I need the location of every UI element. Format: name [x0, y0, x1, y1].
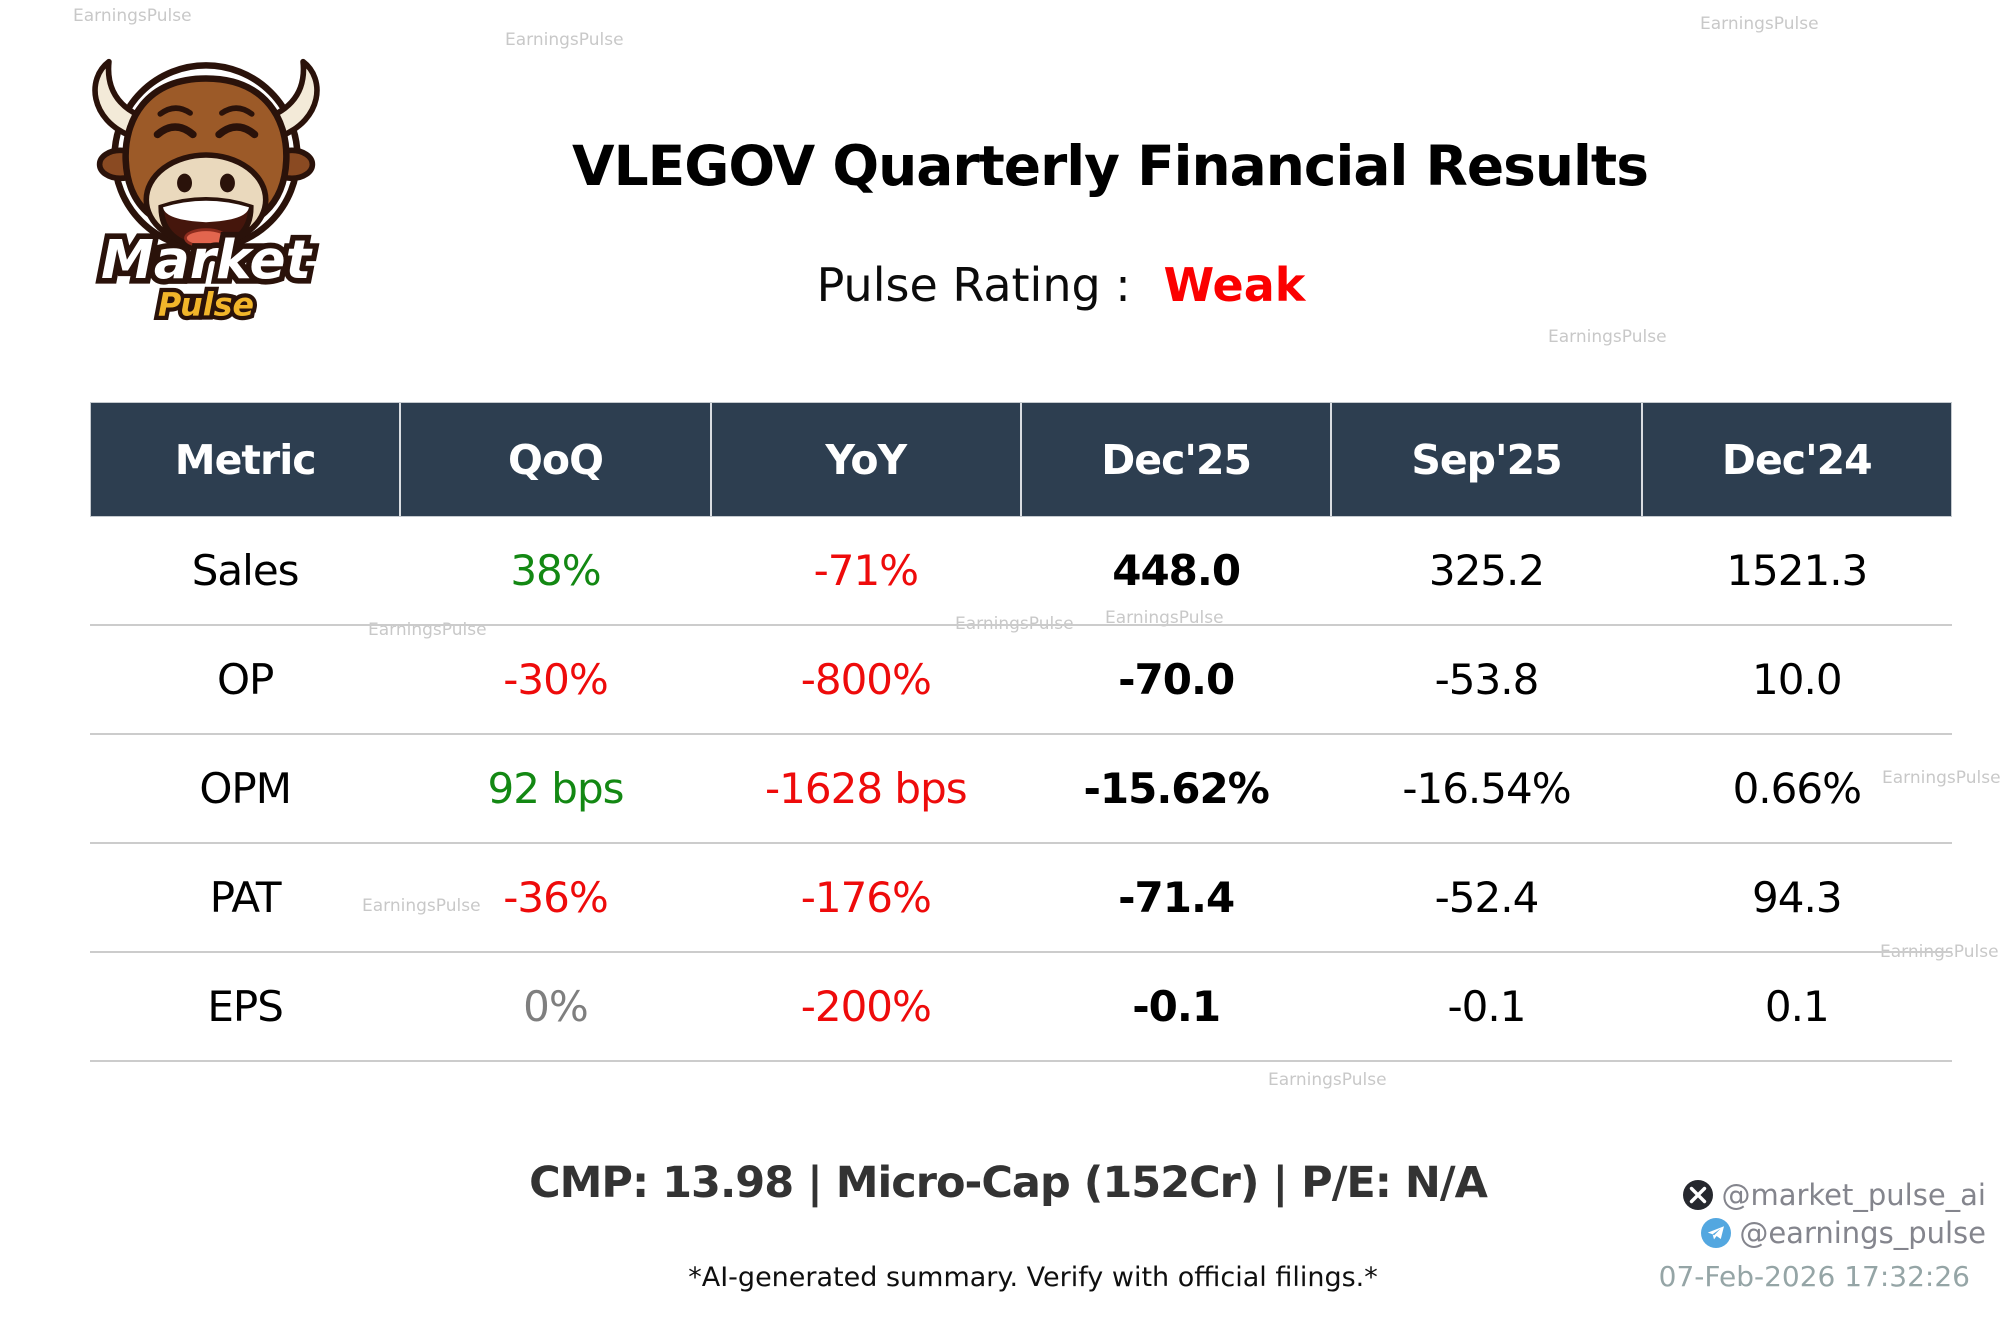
- yoy-value: -1628 bps: [765, 764, 968, 813]
- telegram-handle-text: @earnings_pulse: [1739, 1216, 1986, 1250]
- telegram-handle-row: @earnings_pulse: [1683, 1216, 1986, 1250]
- qoq-value: 38%: [510, 546, 601, 595]
- yoy-value: -200%: [800, 982, 932, 1031]
- table-row-opm: OPM 92 bps -1628 bps -15.62% -16.54% 0.6…: [90, 735, 1952, 844]
- ai-disclaimer: *AI-generated summary. Verify with offic…: [688, 1262, 1378, 1293]
- qoq-value: 92 bps: [487, 764, 624, 813]
- dec25-value: 448.0: [1112, 546, 1241, 595]
- earningspulse-watermark: EarningsPulse: [1105, 608, 1224, 628]
- metric-label: Sales: [191, 546, 300, 595]
- column-header-yoy: YoY: [712, 403, 1022, 516]
- yoy-value: -800%: [800, 655, 932, 704]
- sep25-value: 325.2: [1428, 546, 1545, 595]
- earningspulse-watermark: EarningsPulse: [1882, 768, 2001, 788]
- metric-label: OP: [216, 655, 274, 704]
- logo-text-pulse: Pulse: [158, 288, 254, 324]
- earningspulse-watermark: EarningsPulse: [73, 6, 192, 26]
- dec24-value: 0.1: [1764, 982, 1830, 1031]
- social-handles: @market_pulse_ai @earnings_pulse: [1683, 1178, 1986, 1254]
- generated-timestamp: 07-Feb-2026 17:32:26: [1658, 1260, 1970, 1293]
- metric-label: EPS: [207, 982, 284, 1031]
- sep25-value: -16.54%: [1402, 764, 1571, 813]
- yoy-value: -176%: [800, 873, 932, 922]
- bull-mascot-icon: Market Pulse: [92, 58, 320, 328]
- pulse-rating-label: Pulse Rating :: [816, 258, 1131, 312]
- earningspulse-watermark: EarningsPulse: [1268, 1070, 1387, 1090]
- cmp-summary-line: CMP: 13.98 | Micro-Cap (152Cr) | P/E: N/…: [529, 1158, 1488, 1208]
- qoq-value: -30%: [503, 655, 609, 704]
- x-handle-row: @market_pulse_ai: [1683, 1178, 1986, 1212]
- earningspulse-watermark: EarningsPulse: [362, 896, 481, 916]
- yoy-value: -71%: [813, 546, 920, 595]
- page-title: VLEGOV Quarterly Financial Results: [572, 134, 1649, 198]
- dec24-value: 94.3: [1752, 873, 1843, 922]
- dec25-value: -70.0: [1118, 655, 1235, 704]
- column-header-dec24: Dec'24: [1721, 435, 1873, 484]
- table-row-pat: PAT -36% -176% -71.4 -52.4 94.3: [90, 844, 1952, 953]
- sep25-value: -53.8: [1434, 655, 1540, 704]
- pulse-rating: Pulse Rating : Weak: [161, 258, 1961, 312]
- table-row-eps: EPS 0% -200% -0.1 -0.1 0.1: [90, 953, 1952, 1062]
- dec24-value: 0.66%: [1732, 764, 1862, 813]
- column-header-metric: Metric: [91, 403, 402, 516]
- column-header-sep25: Sep'25: [1332, 403, 1643, 516]
- logo-text-market: Market: [101, 229, 314, 291]
- pulse-rating-value: Weak: [1163, 258, 1306, 312]
- earningspulse-watermark: EarningsPulse: [1700, 14, 1819, 34]
- dec25-value: -0.1: [1132, 982, 1221, 1031]
- column-header-dec25: Dec'25: [1022, 403, 1333, 516]
- column-header-qoq: QoQ: [401, 403, 712, 516]
- market-pulse-logo: Market Pulse: [66, 42, 346, 328]
- sep25-value: -52.4: [1434, 873, 1540, 922]
- table-header-row: Metric QoQ YoY Dec'25 Sep'25 Dec'24: [90, 402, 1952, 517]
- earningspulse-watermark: EarningsPulse: [505, 30, 624, 50]
- dec25-value: -71.4: [1118, 873, 1235, 922]
- earningspulse-watermark: EarningsPulse: [1548, 327, 1667, 347]
- qoq-value: 0%: [523, 982, 589, 1031]
- x-logo-icon: [1683, 1180, 1714, 1210]
- telegram-icon: [1701, 1218, 1732, 1248]
- table-row-op: OP -30% -800% -70.0 -53.8 10.0: [90, 626, 1952, 735]
- metric-label: OPM: [199, 764, 292, 813]
- metric-label: PAT: [209, 873, 282, 922]
- dec24-value: 10.0: [1752, 655, 1843, 704]
- dec25-value: -15.62%: [1083, 764, 1269, 813]
- dec24-value: 1521.3: [1726, 546, 1868, 595]
- table-row-sales: Sales 38% -71% 448.0 325.2 1521.3: [90, 517, 1952, 626]
- qoq-value: -36%: [503, 873, 609, 922]
- financials-table: Metric QoQ YoY Dec'25 Sep'25 Dec'24 Sale…: [90, 402, 1952, 1062]
- x-handle-text: @market_pulse_ai: [1721, 1178, 1986, 1212]
- sep25-value: -0.1: [1447, 982, 1527, 1031]
